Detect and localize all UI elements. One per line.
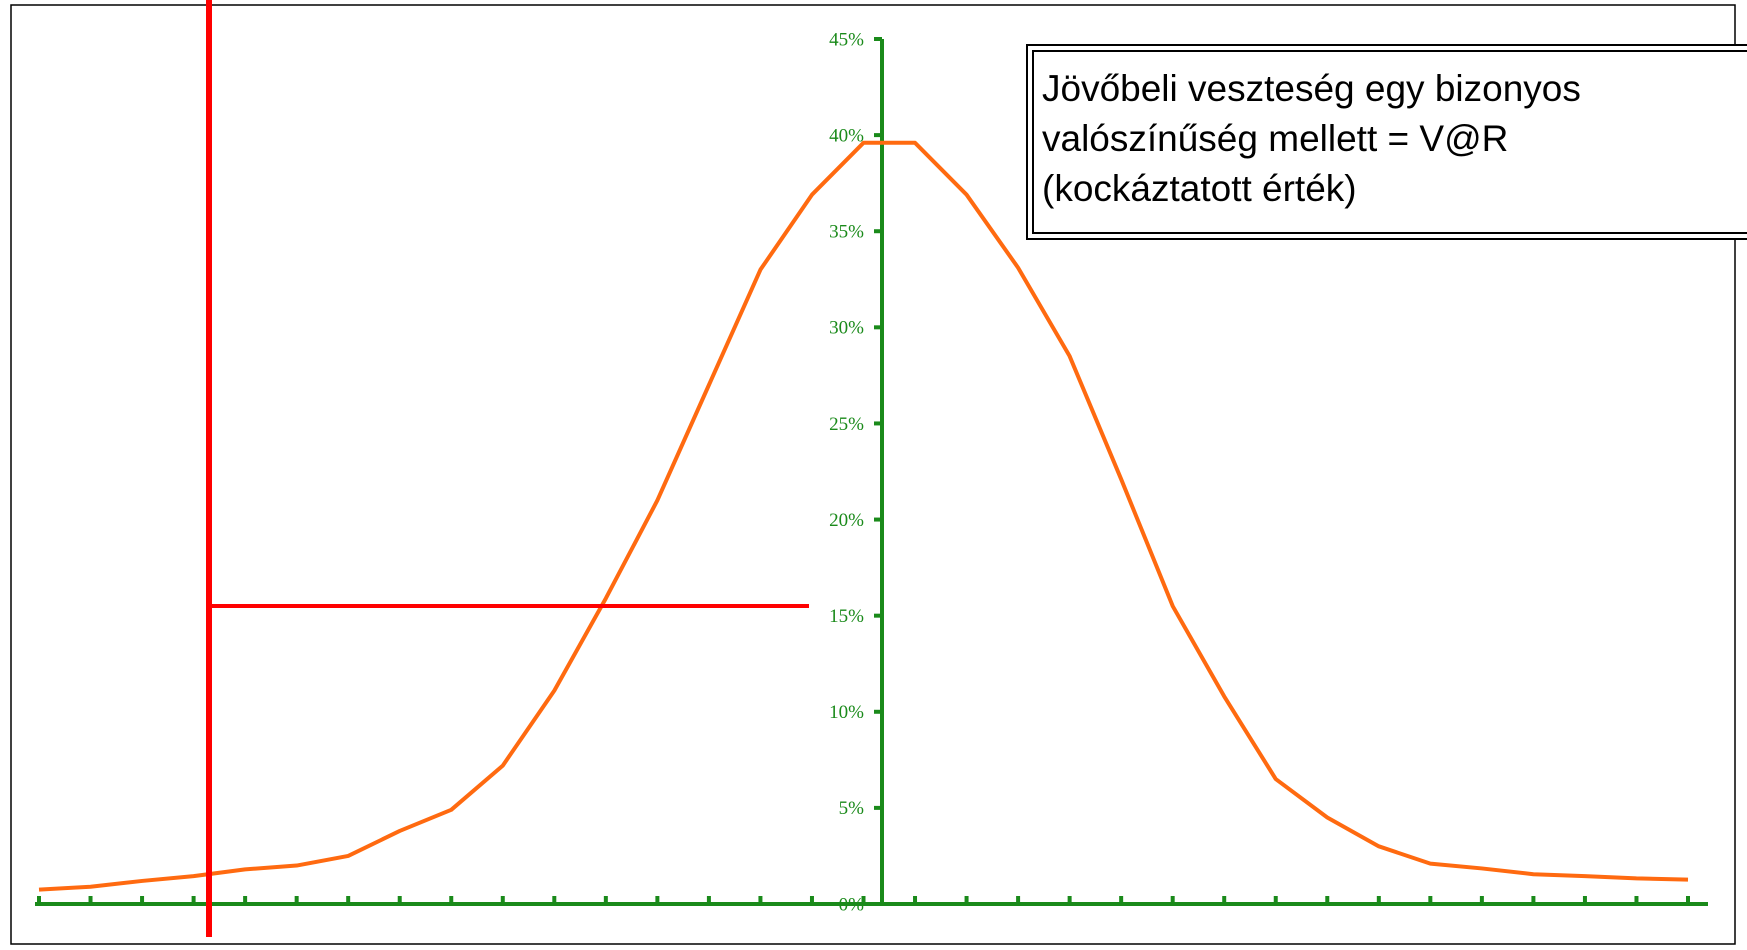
y-tick-label: 20% [829,510,864,531]
y-tick-label: 25% [829,414,864,435]
y-tick-label: 5% [839,798,865,819]
y-tick-label: 45% [829,29,864,50]
annotation-line: valószínűség mellett = V@R [1042,118,1508,159]
y-tick-label: 10% [829,702,864,723]
annotation-border-inner [1032,50,1747,234]
plot-area: 0% 5% 10% 15% 20% 25% 30% 35% 40% 45% [35,29,1708,915]
annotation-box: Jövőbeli veszteség egy bizonyos valószín… [1026,44,1747,240]
y-tick-label: 15% [829,606,864,627]
y-tick-label: 35% [829,222,864,243]
annotation-border [1026,44,1747,240]
y-tick-label: 40% [829,125,864,146]
line-series [38,140,1689,892]
frame [10,4,1736,945]
y-tick-label: 30% [829,318,864,339]
y-tick-label: 0% [839,894,865,915]
annotation-line: Jövőbeli veszteség egy bizonyos [1042,68,1581,109]
annotation-line: (kockáztatott érték) [1042,168,1357,209]
